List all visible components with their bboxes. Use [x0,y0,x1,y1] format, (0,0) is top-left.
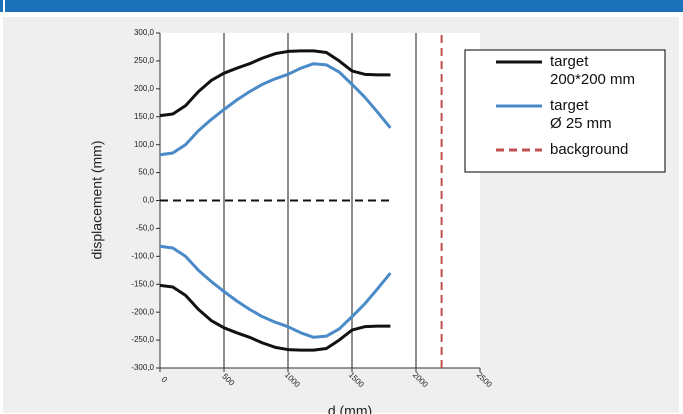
y-tick-label: 50,0 [138,168,154,177]
legend-label: target 200*200 mm [550,53,636,88]
legend-label: target Ø 25 mm [550,97,612,132]
legend-label: background [550,141,629,158]
y-tick-label: -100,0 [131,251,154,260]
y-axis-label: displacement (mm) [89,140,105,259]
series-line [159,283,391,352]
y-tick-label: -150,0 [131,279,154,288]
series-line [159,244,392,339]
y-tick-label: -300,0 [131,363,154,372]
y-tick-label: 0,0 [143,196,155,205]
y-tick-label: 150,0 [134,112,155,121]
series-line [159,62,392,157]
legend-box [464,49,666,173]
y-tick-label: -200,0 [131,307,154,316]
series-line [159,49,391,118]
header-mark [3,0,5,12]
y-tick-label: 200,0 [134,84,155,93]
y-tick-label: 250,0 [134,56,155,65]
y-tick-label: -50,0 [136,224,155,233]
x-tick-label: 0 [160,375,170,385]
y-tick-label: 100,0 [134,140,155,149]
header-bar [0,0,683,12]
x-axis-label: d (mm) [328,403,372,414]
y-tick-label: -250,0 [131,335,154,344]
y-tick-label: 300,0 [134,28,155,37]
